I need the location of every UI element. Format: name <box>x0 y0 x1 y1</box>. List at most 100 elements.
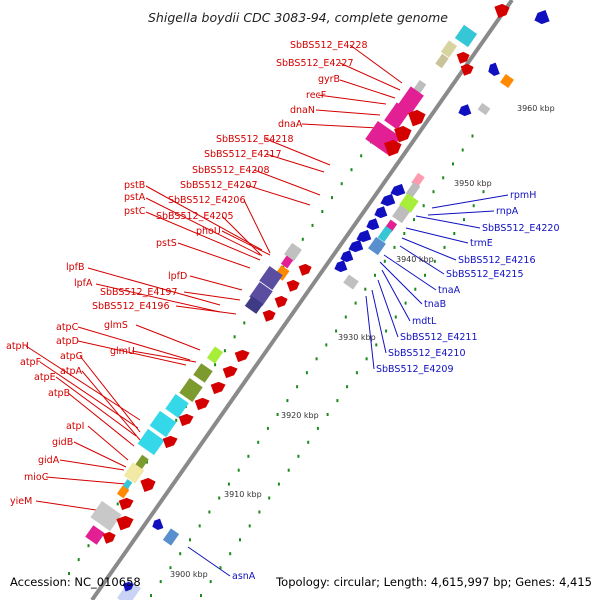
leader-line <box>131 350 197 363</box>
gene-block <box>398 86 424 114</box>
tick-mark <box>471 134 474 138</box>
gene-label: SbBS512_E4216 <box>458 255 536 266</box>
leader-line <box>265 138 331 166</box>
gene-block <box>149 410 177 438</box>
gene-block <box>234 349 250 363</box>
leader-line <box>245 184 311 206</box>
gene-block <box>280 255 294 269</box>
leader-line <box>221 215 263 257</box>
gene-label: tnaA <box>438 285 461 296</box>
gene-label: SbBS512_E4211 <box>400 332 478 343</box>
gene-block <box>118 497 134 511</box>
tick-mark <box>335 329 338 333</box>
gene-block <box>384 102 410 130</box>
tick-mark <box>472 204 475 208</box>
leader-line <box>77 326 191 361</box>
leader-line <box>39 361 139 429</box>
gene-block <box>500 74 514 88</box>
gene-block <box>286 279 300 292</box>
tick-mark <box>433 259 436 263</box>
leader-line <box>339 62 401 91</box>
tick-mark <box>422 204 425 208</box>
gene-block <box>384 139 402 157</box>
tick-mark <box>443 245 446 249</box>
leader-line <box>187 546 231 577</box>
gene-block <box>102 531 116 544</box>
gene-block <box>394 125 412 143</box>
gene-label: lpfB <box>66 262 85 273</box>
gene-label: SbBS512_E4215 <box>446 269 524 280</box>
gene-block <box>179 378 203 402</box>
leader-line <box>349 44 403 84</box>
gene-block <box>262 309 276 322</box>
tick-mark <box>365 357 368 361</box>
gene-block <box>334 260 348 273</box>
gene-block <box>152 518 164 531</box>
kbp-label: 3960 kbp <box>517 104 555 113</box>
tick-mark <box>482 190 485 194</box>
tick-mark <box>209 580 212 584</box>
tick-mark <box>258 510 261 514</box>
leader-line <box>315 109 381 116</box>
gene-block <box>244 296 264 314</box>
gene-label: SbBS512_E4207 <box>180 180 258 191</box>
leader-line <box>189 275 243 291</box>
tick-mark <box>266 426 269 430</box>
tick-mark <box>257 440 260 444</box>
tick-mark <box>116 502 119 506</box>
leader-line <box>35 500 97 511</box>
leader-line <box>175 305 237 315</box>
backbone <box>89 0 515 600</box>
accession-text: Accession: NC_010658 <box>10 575 141 589</box>
leader-line <box>135 324 201 351</box>
gene-label: tnaB <box>424 299 446 310</box>
tick-mark <box>432 190 435 194</box>
tick-mark <box>227 482 230 486</box>
gene-block <box>206 346 224 364</box>
tick-mark <box>414 287 417 291</box>
leader-line <box>377 279 399 338</box>
gene-label: lpfA <box>74 278 93 289</box>
kbp-label: 3910 kbp <box>224 490 262 499</box>
gene-block <box>298 263 312 276</box>
leader-line <box>339 79 396 99</box>
tick-mark <box>198 524 201 528</box>
tick-mark <box>463 218 465 222</box>
gene-label: SbBS512_E4208 <box>192 165 270 176</box>
gene-label: dnaA <box>278 119 303 130</box>
leader-line <box>243 199 271 254</box>
tick-mark <box>286 399 289 403</box>
tick-mark <box>393 245 396 249</box>
leader-line <box>379 261 423 305</box>
gene-block <box>477 102 491 116</box>
tick-mark <box>189 538 191 542</box>
tick-mark <box>344 315 347 319</box>
gene-block <box>368 236 386 256</box>
leader-line <box>401 237 457 261</box>
leader-line <box>55 376 137 437</box>
leader-line <box>405 227 469 244</box>
gene-block <box>454 24 478 48</box>
gene-block <box>116 515 134 531</box>
gene-block <box>435 53 449 69</box>
gene-label: SbBS512_E4220 <box>482 223 560 234</box>
gene-label: rnpA <box>496 206 519 217</box>
gene-label: yieM <box>10 496 32 507</box>
leader-line <box>371 289 387 354</box>
tick-mark <box>175 418 178 422</box>
tick-mark <box>413 218 415 222</box>
kbp-label: 3900 kbp <box>170 570 208 579</box>
gene-block <box>122 581 134 592</box>
tick-mark <box>296 385 299 389</box>
leader-line <box>77 340 187 366</box>
gene-block <box>162 435 178 449</box>
tick-mark <box>218 496 221 500</box>
tick-mark <box>360 154 363 158</box>
gene-block <box>390 183 406 197</box>
tick-mark <box>214 363 217 367</box>
gene-label: pstS <box>156 238 177 249</box>
leader-line <box>317 94 387 105</box>
gene-blocks <box>85 3 550 600</box>
gene-label: pstC <box>124 206 146 217</box>
tick-mark <box>77 558 80 562</box>
